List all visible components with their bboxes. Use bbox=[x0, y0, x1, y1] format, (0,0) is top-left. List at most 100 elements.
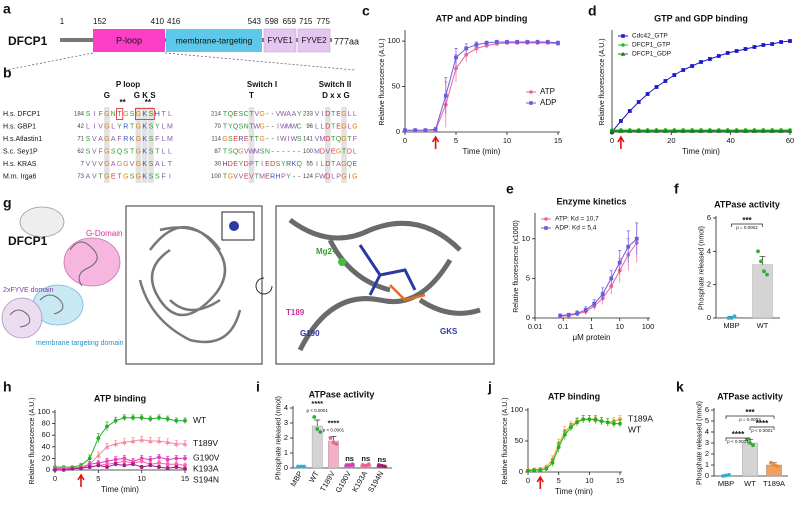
residue-number: 141 bbox=[303, 137, 314, 143]
data-point bbox=[318, 430, 323, 434]
y-tick-label: 0 bbox=[396, 127, 400, 136]
marker bbox=[592, 301, 597, 306]
y-tick-label: 0 bbox=[284, 463, 288, 472]
marker bbox=[474, 46, 479, 51]
marker bbox=[148, 457, 153, 462]
marker bbox=[587, 417, 592, 422]
marker bbox=[716, 128, 722, 133]
y-tick-label: 100 bbox=[510, 405, 523, 414]
sequence: FWDLPG I G bbox=[315, 173, 358, 180]
series-line bbox=[405, 42, 559, 131]
marker bbox=[131, 462, 135, 467]
marker bbox=[556, 445, 561, 450]
data-point bbox=[765, 272, 769, 277]
marker bbox=[474, 42, 479, 47]
significance-bracket bbox=[731, 223, 763, 227]
legend-label: Cdc42_GTP bbox=[632, 33, 668, 40]
marker bbox=[53, 468, 57, 472]
x-tick-label: WT bbox=[307, 469, 321, 484]
marker bbox=[556, 41, 560, 45]
alignment-header: Switch I bbox=[247, 80, 277, 89]
chart-title: ATP and ADP binding bbox=[436, 13, 528, 23]
marker bbox=[538, 468, 543, 473]
marker bbox=[165, 457, 170, 462]
ribbon bbox=[138, 225, 242, 344]
x-tick-label: S194N bbox=[366, 469, 385, 493]
x-tick-label: 0 bbox=[403, 136, 407, 145]
x-tick-label: 0 bbox=[526, 476, 530, 485]
marker bbox=[174, 418, 179, 423]
residue-number: 214 bbox=[211, 112, 222, 118]
y-tick-label: 0 bbox=[705, 471, 709, 480]
chart-title: ATPase activity bbox=[717, 391, 783, 401]
addition-arrow bbox=[431, 135, 440, 149]
y-tick-label: 6 bbox=[707, 213, 711, 222]
column-shade bbox=[341, 107, 347, 183]
marker bbox=[743, 47, 748, 51]
panel-letter: h bbox=[3, 379, 12, 395]
x-axis-label: Time (min) bbox=[682, 147, 720, 156]
y-axis-label: Phosphate released (nmol) bbox=[697, 401, 704, 485]
sequence: S V FGSQS TGK S T L L bbox=[86, 148, 172, 155]
marker bbox=[173, 441, 179, 446]
position-label: 152 bbox=[93, 17, 107, 26]
sequence: I LDTAGQE bbox=[316, 161, 357, 168]
residue-label: GKS bbox=[440, 327, 458, 336]
alignment-header: P loop bbox=[116, 80, 140, 89]
x-tick-label: 60 bbox=[786, 136, 794, 145]
residue-label: G190 bbox=[300, 329, 320, 338]
structure-overview bbox=[1, 206, 121, 339]
marker bbox=[680, 128, 686, 133]
marker bbox=[581, 417, 586, 422]
marker bbox=[182, 441, 188, 446]
x-tick-label: 15 bbox=[616, 476, 624, 485]
legend-label: ADP bbox=[540, 98, 556, 107]
domain-label: membrane targeting domain bbox=[36, 340, 124, 347]
marker bbox=[174, 465, 179, 469]
marker bbox=[70, 466, 75, 471]
marker bbox=[183, 418, 187, 423]
marker bbox=[734, 49, 739, 53]
x-tick-label: G190V bbox=[334, 469, 353, 494]
species-label: H.s. GBP1 bbox=[3, 123, 36, 130]
data-point bbox=[745, 437, 749, 442]
panel-letter: g bbox=[3, 195, 12, 211]
marker bbox=[96, 463, 101, 468]
y-axis-label: Relative fluorescence (A.U.) bbox=[379, 38, 386, 125]
marker bbox=[443, 93, 448, 98]
y-tick-label: 4 bbox=[707, 246, 711, 255]
position-label: 1 bbox=[60, 17, 65, 26]
chart-title: ATP binding bbox=[94, 393, 146, 403]
y-tick-label: 2 bbox=[284, 433, 288, 442]
significance-bracket bbox=[749, 426, 775, 430]
marker bbox=[599, 419, 604, 424]
marker bbox=[183, 456, 187, 461]
marker bbox=[104, 444, 110, 449]
chart-title: ATP binding bbox=[548, 391, 600, 401]
residue-number: 100 bbox=[303, 149, 314, 155]
marker bbox=[96, 436, 101, 440]
marker bbox=[769, 128, 775, 133]
marker bbox=[183, 466, 187, 471]
motif-label: D x x G bbox=[322, 91, 350, 100]
marker bbox=[619, 119, 623, 123]
data-point bbox=[727, 473, 731, 477]
marker bbox=[157, 461, 161, 465]
residue-number: 100 bbox=[211, 174, 222, 180]
data-point bbox=[726, 316, 731, 320]
residue-number: 233 bbox=[303, 112, 314, 118]
x-tick-label: 15 bbox=[554, 136, 562, 145]
sequence: S V AGA F RKGK S F LM bbox=[86, 136, 173, 143]
error-bar bbox=[314, 419, 321, 426]
significance-bracket bbox=[725, 415, 775, 419]
data-point bbox=[729, 316, 734, 320]
ligand bbox=[358, 244, 417, 296]
series-line bbox=[405, 41, 559, 131]
y-tick-label: 0 bbox=[519, 467, 523, 476]
series-end-label: T189V bbox=[193, 438, 218, 448]
x-tick-label: 5 bbox=[454, 136, 458, 145]
data-point bbox=[344, 463, 349, 467]
residue-number: 114 bbox=[211, 137, 221, 143]
